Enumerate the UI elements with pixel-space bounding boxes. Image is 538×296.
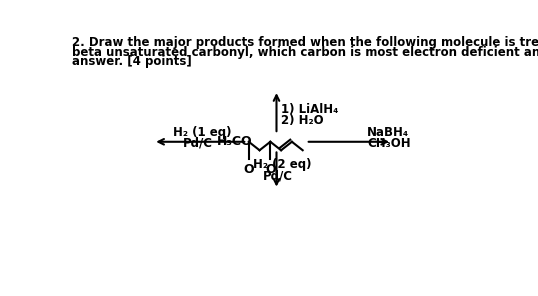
- Text: H₂ (2 eq): H₂ (2 eq): [253, 158, 312, 171]
- Text: H₃CO: H₃CO: [216, 134, 252, 147]
- Text: CH₃OH: CH₃OH: [367, 137, 411, 150]
- Text: H₂ (1 eq): H₂ (1 eq): [173, 126, 231, 139]
- Text: NaBH₄: NaBH₄: [367, 126, 409, 139]
- Text: 2) H₂O: 2) H₂O: [281, 114, 324, 127]
- Text: O: O: [244, 163, 254, 176]
- Text: Pd/C: Pd/C: [182, 136, 213, 149]
- Text: Pd/C: Pd/C: [263, 169, 293, 182]
- Text: answer. [4 points]: answer. [4 points]: [73, 55, 192, 68]
- Text: 2. Draw the major products formed when the following molecule is treated with ea: 2. Draw the major products formed when t…: [73, 36, 538, 49]
- Text: O: O: [265, 163, 275, 176]
- Text: beta unsaturated carbonyl, which carbon is most electron deficient and why? Use : beta unsaturated carbonyl, which carbon …: [73, 46, 538, 59]
- Text: 1) LiAlH₄: 1) LiAlH₄: [281, 103, 338, 116]
